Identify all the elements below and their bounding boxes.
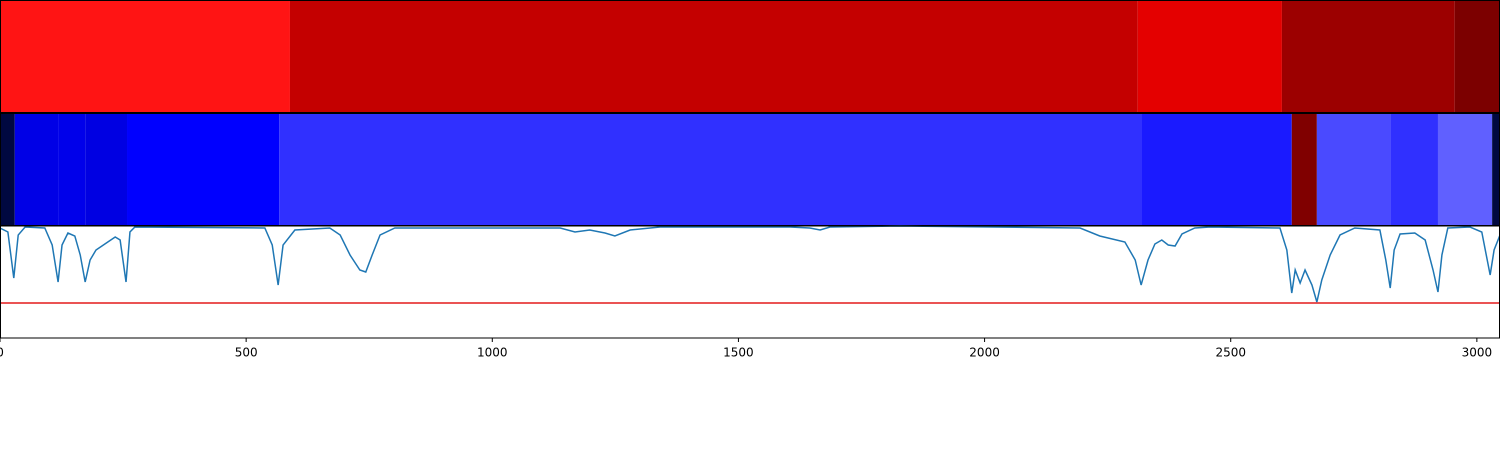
x-tick-label: 2000 (969, 346, 1000, 360)
segment (0, 113, 15, 226)
segment (85, 113, 128, 226)
segment (1390, 113, 1438, 226)
segment (14, 113, 59, 226)
segment (127, 113, 280, 226)
segment (1291, 113, 1317, 226)
segment (1492, 113, 1500, 226)
x-tick-label: 0 (0, 346, 4, 360)
segment (1454, 0, 1500, 113)
segment (1141, 113, 1292, 226)
segment (0, 0, 290, 113)
segment (1137, 0, 1282, 113)
segment (279, 113, 1142, 226)
x-tick-label: 1000 (477, 346, 508, 360)
segment (289, 0, 1138, 113)
x-tick-label: 2500 (1215, 346, 1246, 360)
segment (1281, 0, 1455, 113)
x-tick-label: 3000 (1462, 346, 1493, 360)
x-tick-label: 500 (235, 346, 258, 360)
segment (1316, 113, 1391, 226)
segment (1437, 113, 1493, 226)
x-tick-label: 1500 (723, 346, 754, 360)
panel-frame (0, 225, 1500, 339)
series-line (0, 225, 1500, 303)
segment (58, 113, 86, 226)
